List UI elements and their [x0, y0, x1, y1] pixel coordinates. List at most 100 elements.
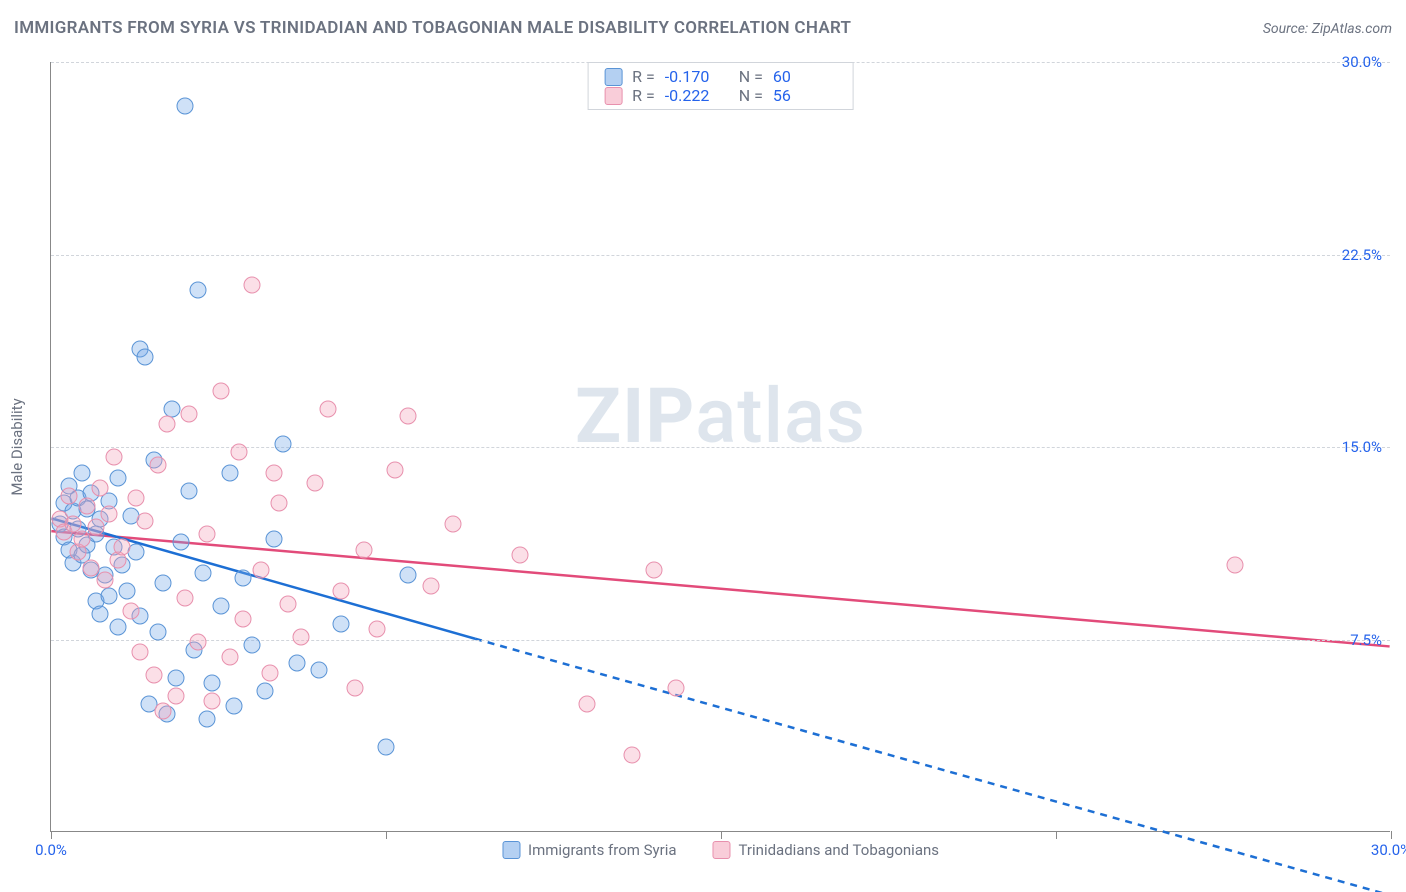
data-point [127, 490, 144, 507]
data-point [235, 610, 252, 627]
data-point [261, 664, 278, 681]
data-point [190, 634, 207, 651]
data-point [132, 644, 149, 661]
y-axis-label: Male Disability [8, 398, 26, 495]
data-point [181, 405, 198, 422]
chart-title: IMMIGRANTS FROM SYRIA VS TRINIDADIAN AND… [14, 18, 851, 38]
data-point [386, 462, 403, 479]
data-point [199, 711, 216, 728]
data-point [101, 505, 118, 522]
y-tick-label: 22.5% [1342, 246, 1382, 264]
data-point [252, 562, 269, 579]
data-point [221, 464, 238, 481]
data-point [105, 449, 122, 466]
data-point [150, 456, 167, 473]
data-point [445, 516, 462, 533]
legend-item-tt: Trinidadians and Tobagonians [713, 841, 939, 859]
x-tick [1391, 831, 1392, 839]
data-point [110, 469, 127, 486]
data-point [270, 495, 287, 512]
data-point [92, 480, 109, 497]
data-point [279, 595, 296, 612]
data-point [145, 667, 162, 684]
source-label: Source: ZipAtlas.com [1263, 21, 1392, 37]
x-tick [51, 831, 52, 839]
data-point [110, 618, 127, 635]
swatch-syria-icon [502, 841, 520, 859]
data-point [190, 282, 207, 299]
series-legend: Immigrants from Syria Trinidadians and T… [502, 841, 939, 859]
x-tick [1056, 831, 1057, 839]
data-point [244, 277, 261, 294]
data-point [92, 605, 109, 622]
data-point [422, 577, 439, 594]
data-point [288, 654, 305, 671]
data-point [74, 531, 91, 548]
data-point [168, 687, 185, 704]
data-point [400, 567, 417, 584]
trend-line [51, 531, 1389, 646]
data-point [181, 482, 198, 499]
data-point [96, 572, 113, 589]
data-point [199, 526, 216, 543]
swatch-tt-icon [713, 841, 731, 859]
data-point [203, 693, 220, 710]
data-point [150, 623, 167, 640]
data-point [369, 621, 386, 638]
data-point [333, 582, 350, 599]
gridline [51, 255, 1390, 256]
data-point [266, 464, 283, 481]
data-point [154, 703, 171, 720]
data-point [114, 539, 131, 556]
data-point [333, 616, 350, 633]
y-tick-label: 7.5% [1350, 631, 1382, 649]
y-tick-label: 30.0% [1342, 53, 1382, 71]
data-point [646, 562, 663, 579]
data-point [177, 97, 194, 114]
data-point [579, 695, 596, 712]
data-point [378, 739, 395, 756]
data-point [78, 498, 95, 515]
data-point [172, 533, 189, 550]
scatter-plot: Male Disability ZIPatlas R = -0.170 N = … [50, 62, 1390, 832]
data-point [306, 474, 323, 491]
data-point [293, 628, 310, 645]
data-point [154, 575, 171, 592]
legend-item-syria: Immigrants from Syria [502, 841, 677, 859]
data-point [60, 487, 77, 504]
data-point [512, 546, 529, 563]
data-point [212, 382, 229, 399]
data-point [355, 541, 372, 558]
data-point [136, 349, 153, 366]
data-point [159, 415, 176, 432]
data-point [74, 464, 91, 481]
y-tick-label: 15.0% [1342, 438, 1382, 456]
data-point [203, 675, 220, 692]
data-point [244, 636, 261, 653]
x-tick-label: 0.0% [35, 841, 67, 859]
data-point [123, 603, 140, 620]
data-point [275, 436, 292, 453]
data-point [346, 680, 363, 697]
data-point [319, 400, 336, 417]
data-point [87, 518, 104, 535]
data-point [221, 649, 238, 666]
data-point [65, 516, 82, 533]
x-tick [721, 831, 722, 839]
data-point [118, 582, 135, 599]
data-point [235, 569, 252, 586]
data-point [400, 408, 417, 425]
data-point [168, 670, 185, 687]
data-point [668, 680, 685, 697]
data-point [83, 559, 100, 576]
data-point [101, 587, 118, 604]
data-point [623, 747, 640, 764]
gridline [51, 447, 1390, 448]
x-tick-label: 30.0% [1371, 841, 1406, 859]
data-point [311, 662, 328, 679]
data-point [266, 531, 283, 548]
data-point [230, 444, 247, 461]
data-point [212, 598, 229, 615]
x-tick [386, 831, 387, 839]
gridline [51, 62, 1390, 63]
